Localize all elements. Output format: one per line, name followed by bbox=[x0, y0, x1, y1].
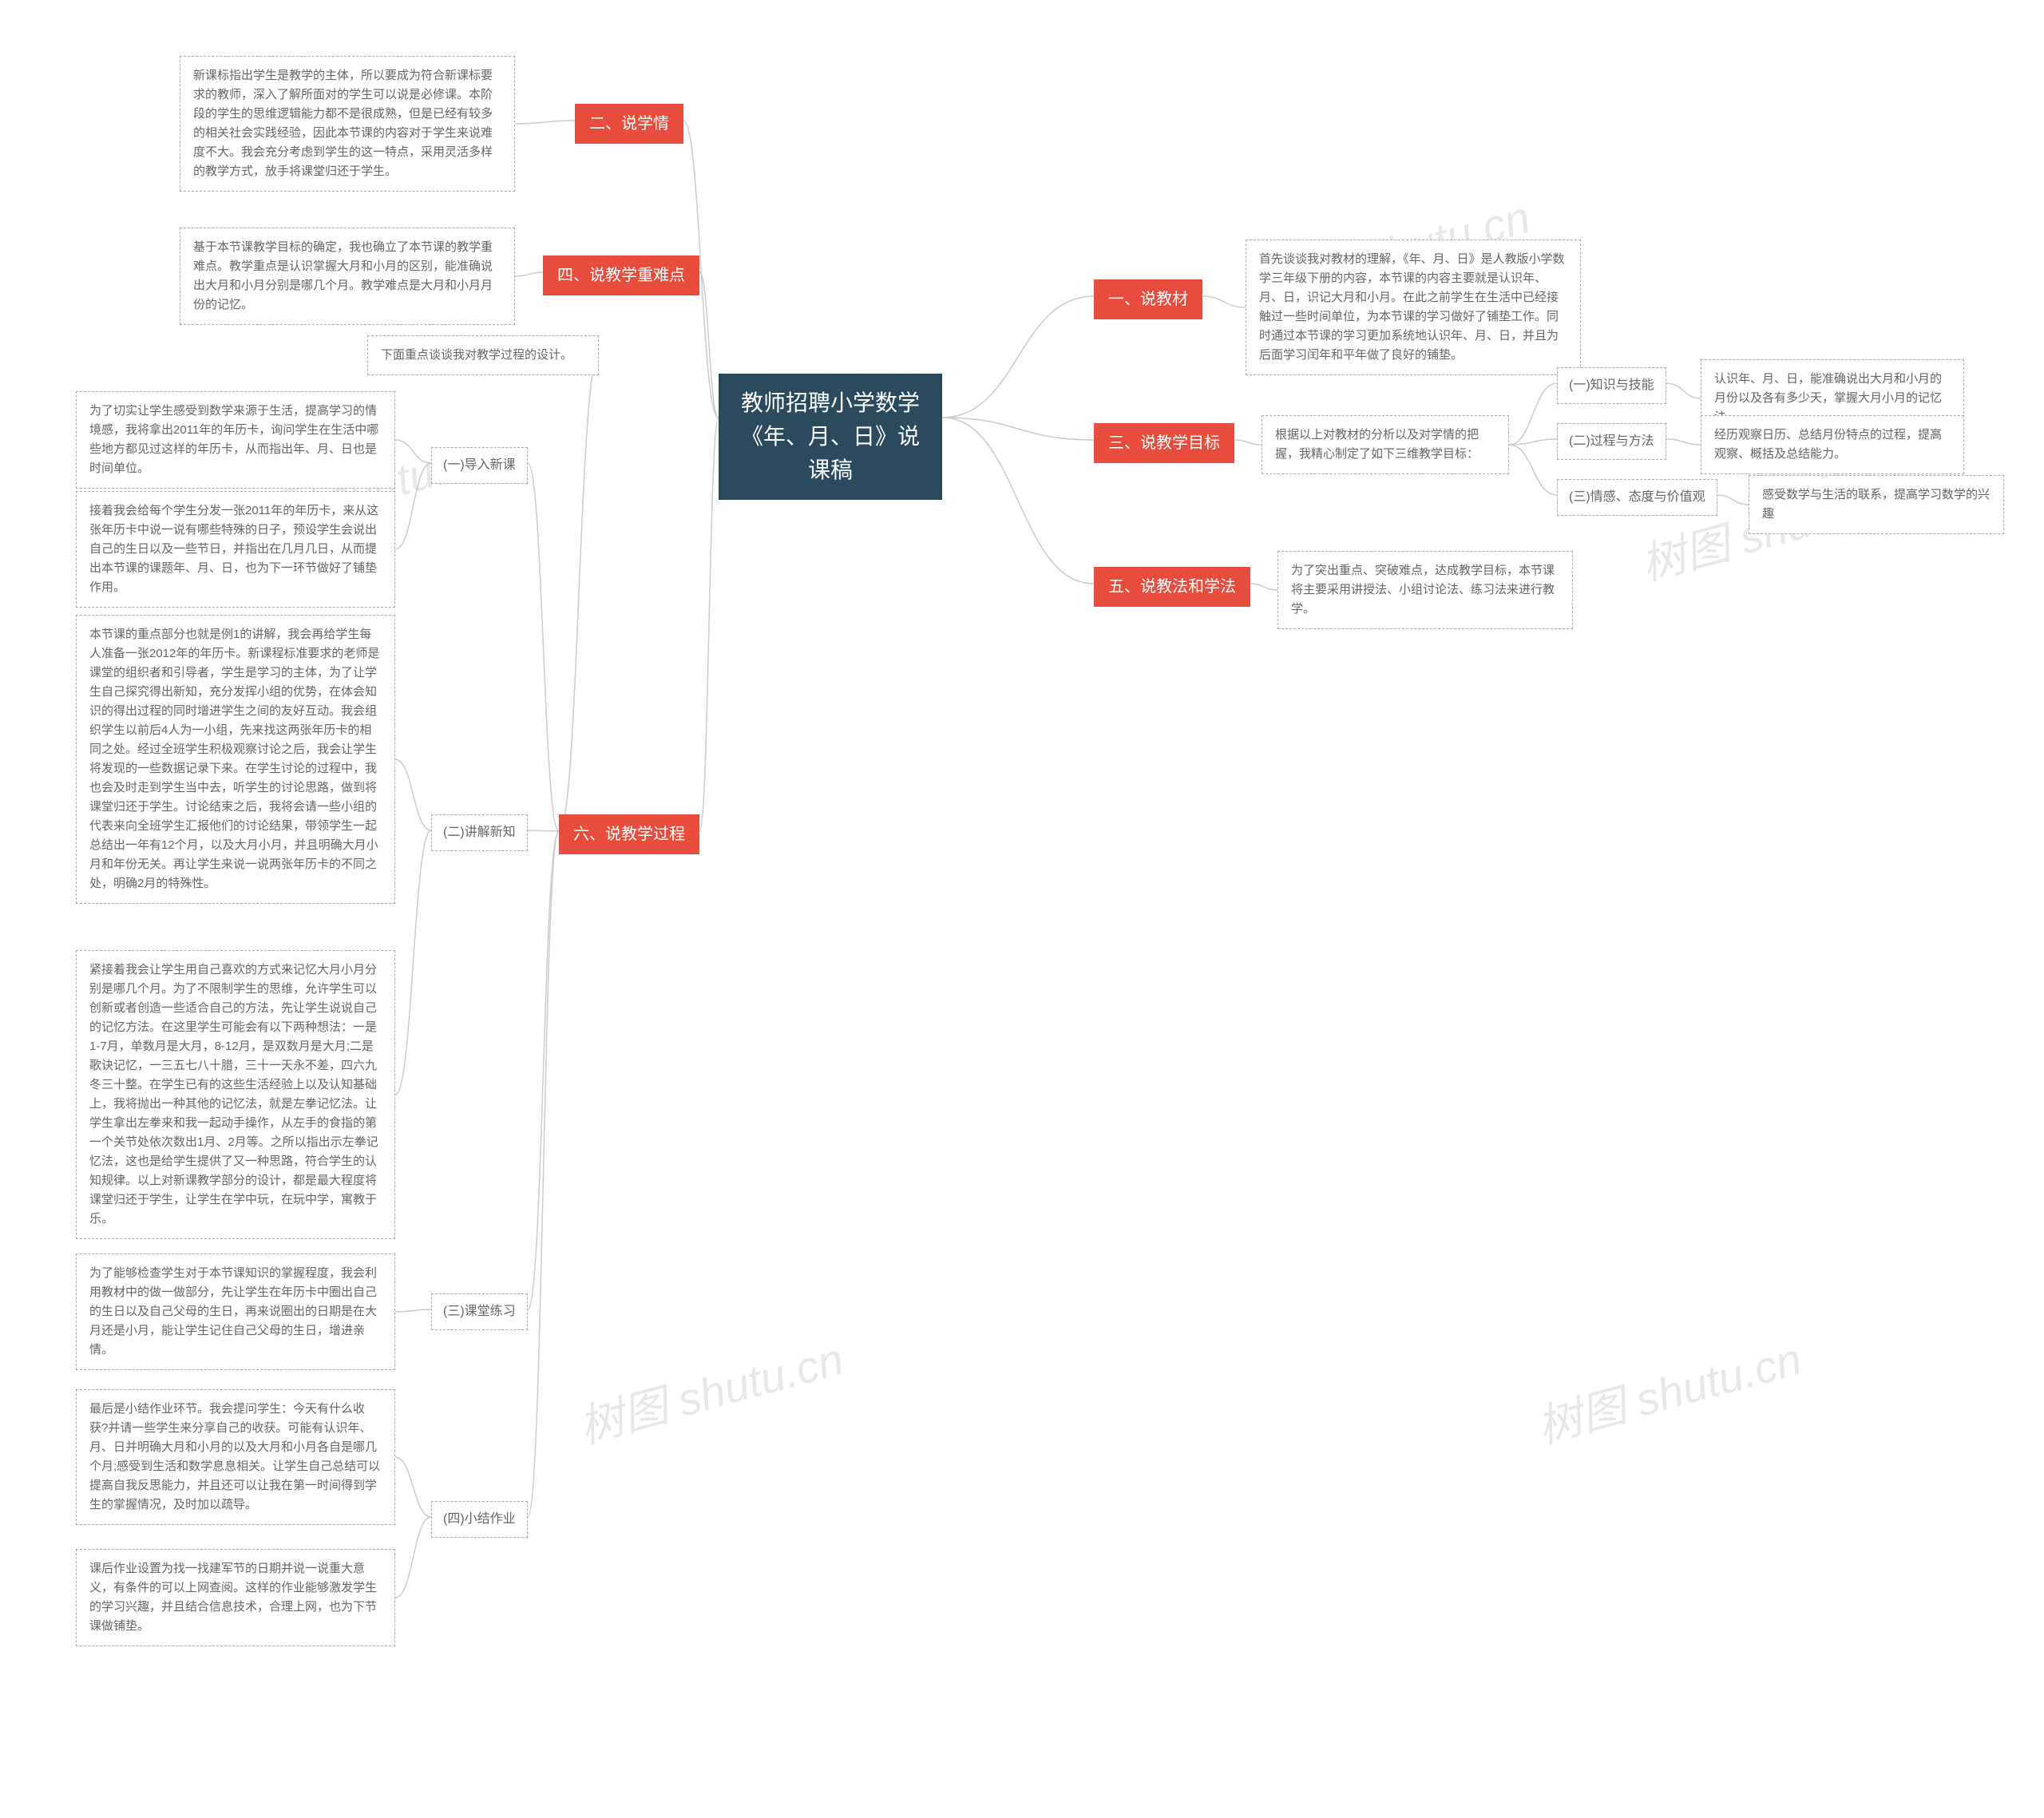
right-subdetail-1-2: 感受数学与生活的联系，提高学习数学的兴趣 bbox=[1749, 475, 2004, 534]
right-intro-1: 根据以上对教材的分析以及对学情的把握，我精心制定了如下三维教学目标： bbox=[1262, 415, 1509, 474]
left-sub-2-3: (四)小结作业 bbox=[431, 1501, 528, 1538]
left-subdetail-2-3-1: 课后作业设置为找一找建军节的日期并说一说重大意义，有条件的可以上网查阅。这样的作… bbox=[76, 1549, 395, 1646]
left-subdetail-2-1-1: 紧接着我会让学生用自己喜欢的方式来记忆大月小月分别是哪几个月。为了不限制学生的思… bbox=[76, 950, 395, 1239]
left-subdetail-2-3-0: 最后是小结作业环节。我会提问学生：今天有什么收获?并请一些学生来分享自己的收获。… bbox=[76, 1389, 395, 1525]
left-subdetail-2-0-1: 接着我会给每个学生分发一张2011年的年历卡，来从这张年历卡中说一说有哪些特殊的… bbox=[76, 491, 395, 608]
right-primary-1: 三、说教学目标 bbox=[1094, 423, 1234, 463]
left-sub-2-2: (三)课堂练习 bbox=[431, 1293, 528, 1330]
left-primary-0: 二、说学情 bbox=[575, 104, 683, 144]
right-subdetail-1-1: 经历观察日历、总结月份特点的过程，提高观察、概括及总结能力。 bbox=[1701, 415, 1964, 474]
left-primary-1: 四、说教学重难点 bbox=[543, 255, 699, 295]
right-detail-0-0: 首先谈谈我对教材的理解，《年、月、日》是人教版小学数学三年级下册的内容，本节课的… bbox=[1246, 240, 1581, 375]
left-sub-2-0: (一)导入新课 bbox=[431, 447, 528, 484]
right-detail-2-0: 为了突出重点、突破难点，达成教学目标，本节课将主要采用讲授法、小组讨论法、练习法… bbox=[1278, 551, 1573, 629]
watermark-4: 树图 shutu.cn bbox=[1529, 1323, 1808, 1456]
left-detail-1-0: 基于本节课教学目标的确定，我也确立了本节课的教学重难点。教学重点是认识掌握大月和… bbox=[180, 228, 515, 325]
left-intro-2: 下面重点谈谈我对教学过程的设计。 bbox=[367, 335, 599, 375]
right-primary-2: 五、说教法和学法 bbox=[1094, 567, 1250, 607]
left-subdetail-2-0-0: 为了切实让学生感受到数学来源于生活，提高学习的情境感，我将拿出2011年的年历卡… bbox=[76, 391, 395, 489]
right-sub-1-1: (二)过程与方法 bbox=[1557, 423, 1666, 460]
right-sub-1-0: (一)知识与技能 bbox=[1557, 367, 1666, 404]
right-primary-0: 一、说教材 bbox=[1094, 279, 1202, 319]
left-subdetail-2-1-0: 本节课的重点部分也就是例1的讲解，我会再给学生每人准备一张2012年的年历卡。新… bbox=[76, 615, 395, 904]
watermark-3: 树图 shutu.cn bbox=[571, 1323, 850, 1456]
left-sub-2-1: (二)讲解新知 bbox=[431, 814, 528, 851]
left-detail-0-0: 新课标指出学生是教学的主体，所以要成为符合新课标要求的教师，深入了解所面对的学生… bbox=[180, 56, 515, 192]
left-subdetail-2-2-0: 为了能够检查学生对于本节课知识的掌握程度，我会利用教材中的做一做部分，先让学生在… bbox=[76, 1254, 395, 1370]
center-node: 教师招聘小学数学《年、月、日》说课稿 bbox=[719, 374, 942, 500]
left-primary-2: 六、说教学过程 bbox=[559, 814, 699, 854]
right-sub-1-2: (三)情感、态度与价值观 bbox=[1557, 479, 1717, 516]
